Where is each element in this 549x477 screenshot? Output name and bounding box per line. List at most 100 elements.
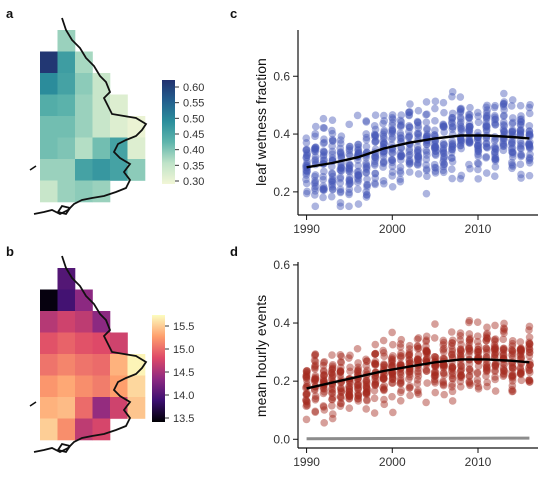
data-point: [509, 372, 517, 380]
data-point: [482, 364, 491, 373]
data-point: [311, 375, 320, 383]
data-point: [388, 156, 396, 164]
data-point: [303, 157, 311, 166]
data-point: [525, 376, 533, 385]
data-point: [363, 175, 371, 184]
data-point: [482, 336, 491, 345]
data-point: [482, 336, 490, 345]
data-point: [396, 369, 405, 377]
data-point: [499, 369, 508, 378]
data-point: [311, 152, 320, 161]
data-point: [337, 358, 346, 367]
data-point: [508, 368, 516, 376]
data-point: [371, 133, 379, 141]
data-point: [328, 183, 337, 191]
data-point: [328, 185, 337, 194]
data-point: [525, 339, 534, 348]
heatmap-cell: [57, 311, 76, 333]
data-point: [302, 370, 311, 379]
data-point: [311, 122, 320, 131]
data-point: [362, 378, 370, 386]
data-point: [302, 166, 310, 175]
data-point: [456, 345, 465, 354]
data-point: [499, 136, 508, 144]
data-point: [303, 398, 311, 406]
data-point: [397, 121, 406, 129]
data-point: [448, 350, 456, 359]
data-point: [525, 130, 534, 139]
data-point: [353, 394, 362, 403]
data-point: [320, 135, 328, 144]
data-point: [516, 345, 525, 354]
data-point: [491, 367, 499, 376]
data-point: [353, 178, 362, 187]
data-point: [319, 156, 328, 165]
data-point: [302, 153, 311, 162]
data-point: [483, 334, 491, 343]
data-point: [465, 113, 473, 121]
data-point: [310, 172, 319, 181]
data-point: [482, 139, 491, 147]
data-point: [465, 136, 474, 144]
map-panel-b: [29, 255, 148, 454]
data-point: [483, 101, 491, 110]
data-point: [448, 364, 457, 373]
data-point: [371, 360, 379, 368]
data-point: [516, 127, 525, 135]
data-point: [311, 145, 319, 153]
data-point: [482, 344, 490, 352]
data-point: [388, 125, 396, 134]
data-point: [439, 380, 448, 389]
data-point: [526, 150, 534, 159]
data-point: [465, 344, 474, 353]
data-point: [371, 381, 380, 390]
data-point: [320, 184, 328, 192]
data-point: [414, 155, 423, 164]
data-point: [440, 371, 448, 379]
data-point: [517, 347, 526, 356]
data-point: [439, 362, 448, 371]
data-point: [439, 377, 447, 386]
data-point: [302, 402, 311, 410]
data-point: [371, 169, 380, 178]
data-point: [328, 395, 337, 404]
data-point: [354, 171, 363, 180]
data-point: [423, 354, 431, 362]
data-point: [508, 347, 517, 356]
data-point: [491, 350, 499, 359]
data-point: [509, 114, 517, 122]
baseline-line-d: [306, 436, 530, 441]
data-point: [482, 348, 491, 357]
heatmap-cell: [127, 375, 146, 398]
colorbar-tick-label: 0.40: [183, 145, 204, 157]
data-point: [345, 177, 354, 186]
data-point: [337, 399, 346, 408]
data-point: [336, 139, 345, 148]
data-point: [490, 115, 499, 124]
trend-line-d: [306, 358, 530, 390]
data-point: [457, 125, 466, 134]
data-point: [507, 138, 516, 146]
data-point: [500, 329, 508, 337]
data-point: [311, 376, 319, 384]
data-point: [499, 327, 508, 335]
data-point: [457, 371, 465, 380]
data-point: [311, 157, 319, 165]
data-point: [405, 370, 414, 379]
data-point: [499, 140, 508, 149]
data-point: [311, 182, 320, 191]
data-point: [354, 148, 363, 157]
map-panel-a: [29, 17, 148, 216]
data-point: [473, 337, 482, 346]
data-point: [336, 179, 345, 187]
data-point: [456, 174, 465, 183]
data-point: [439, 140, 448, 149]
data-point: [345, 150, 354, 158]
data-point: [456, 93, 465, 101]
data-point: [482, 139, 491, 148]
data-point: [474, 145, 482, 154]
heatmap-cell: [92, 116, 111, 138]
data-point: [396, 163, 405, 172]
data-point: [320, 367, 328, 376]
data-point: [448, 338, 456, 347]
